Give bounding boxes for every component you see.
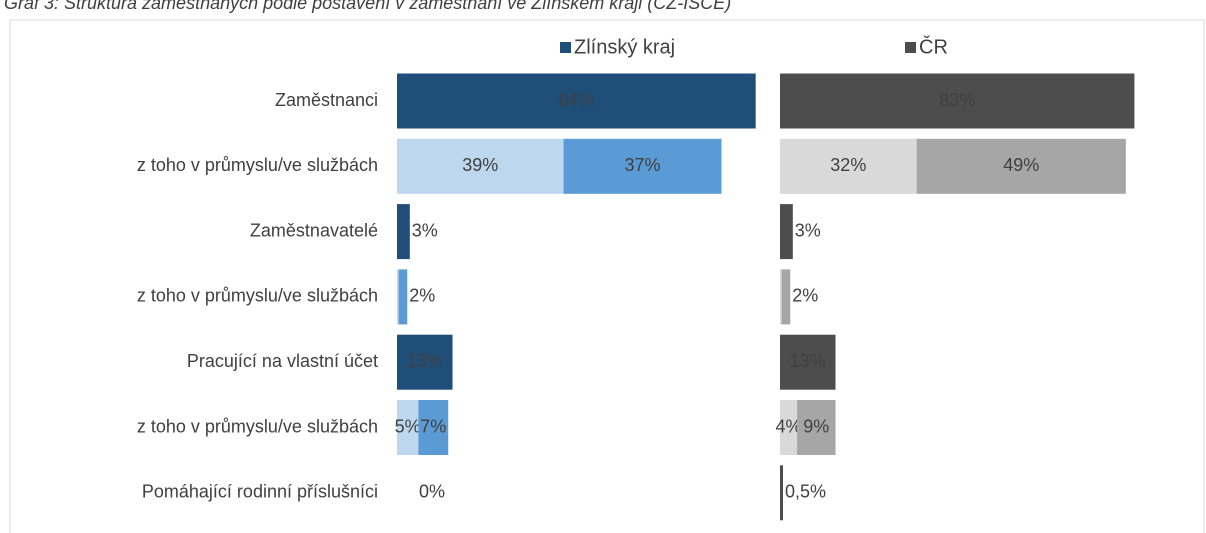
bar	[397, 138, 564, 194]
bar	[780, 204, 793, 260]
category-label: Pomáhající rodinní příslušníci	[142, 482, 378, 502]
category-label: z toho v průmyslu/ve službách	[137, 155, 378, 175]
value-label: 37%	[625, 155, 661, 175]
bar	[418, 400, 449, 455]
frame	[9, 19, 1205, 533]
bar	[397, 204, 410, 260]
value-label: 2%	[409, 286, 435, 306]
legend-swatch	[560, 42, 571, 53]
category-label: Zaměstnavatelé	[250, 220, 378, 240]
value-label: 3%	[795, 220, 821, 240]
bar	[563, 138, 722, 194]
bar	[397, 334, 453, 390]
value-label: 13%	[790, 351, 826, 371]
value-label: 9%	[803, 416, 829, 436]
category-label: Zaměstnanci	[275, 90, 378, 110]
chart-title: Graf 3: Struktura zaměstnaných podle pos…	[4, 0, 731, 13]
value-label: 7%	[420, 416, 446, 436]
legend-label: Zlínský kraj	[574, 36, 675, 58]
legend-label: ČR	[919, 35, 948, 58]
value-label: 3%	[412, 220, 438, 240]
category-label: z toho v průmyslu/ve službách	[137, 416, 378, 436]
value-label: 5%	[395, 416, 421, 436]
value-label: 0,5%	[785, 482, 826, 502]
bar	[797, 400, 836, 455]
bar	[780, 269, 783, 325]
value-label: 2%	[792, 286, 818, 306]
bar	[780, 334, 836, 390]
value-label: 0%	[419, 482, 445, 502]
category-label: z toho v průmyslu/ve službách	[137, 286, 378, 306]
value-label: 32%	[830, 155, 866, 175]
value-label: 39%	[462, 155, 498, 175]
bar	[916, 138, 1126, 194]
legend-swatch	[905, 42, 916, 53]
value-label: 83%	[939, 90, 975, 110]
bar	[781, 269, 791, 325]
value-label: 49%	[1003, 155, 1039, 175]
bar	[780, 400, 798, 455]
category-label: Pracující na vlastní účet	[187, 351, 378, 371]
value-label: 84%	[558, 90, 594, 110]
value-label: 13%	[407, 351, 443, 371]
bar	[398, 269, 408, 325]
bar	[780, 73, 1135, 129]
bar	[780, 465, 783, 521]
bar	[397, 269, 400, 325]
bar	[397, 400, 419, 455]
bar	[780, 138, 917, 194]
value-label: 4%	[776, 416, 802, 436]
bar	[397, 73, 756, 129]
